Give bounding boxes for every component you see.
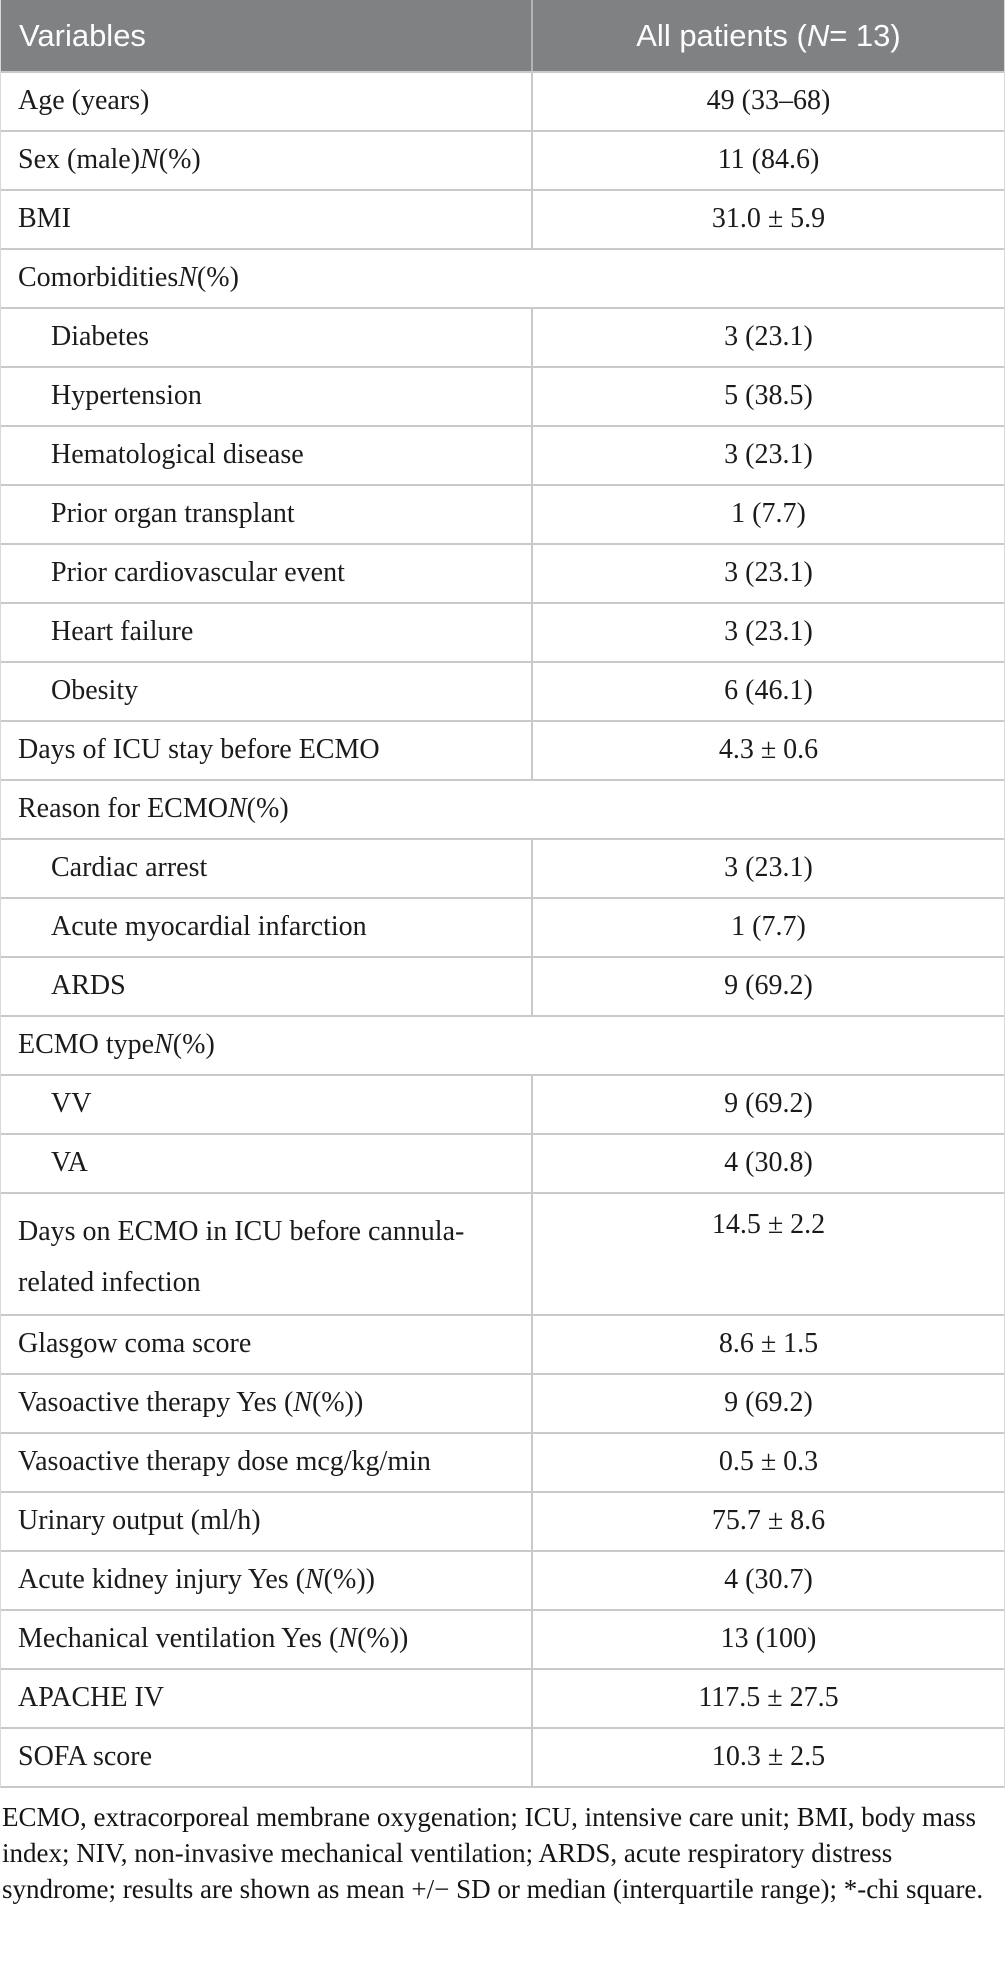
column-header-all-patients: All patients (N = 13) (531, 0, 1004, 71)
row-label: Days of ICU stay before ECMO (18, 734, 380, 766)
row-value: 3 (23.1) (531, 309, 1004, 366)
row-value: 1 (7.7) (531, 899, 1004, 956)
row-label: Diabetes (51, 321, 149, 353)
table-row: Cardiac arrest 3 (23.1) (1, 840, 1004, 899)
row-label: Prior organ transplant (51, 498, 295, 530)
table-row: Days on ECMO in ICU before cannula-relat… (1, 1194, 1004, 1316)
column-header-variables: Variables (19, 17, 146, 53)
table-row: SOFA score 10.3 ± 2.5 (1, 1729, 1004, 1788)
row-label: Acute myocardial infarction (51, 911, 367, 943)
row-label: Prior cardiovascular event (51, 557, 345, 589)
section-label: Comorbidities N (%) (18, 262, 239, 294)
row-label: Sex (male) N (%) (18, 144, 201, 176)
table-row: Vasoactive therapy Yes (N (%)) 9 (69.2) (1, 1375, 1004, 1434)
row-value: 9 (69.2) (531, 958, 1004, 1015)
table-row: Vasoactive therapy dose mcg/kg/min 0.5 ±… (1, 1434, 1004, 1493)
row-label: Hematological disease (51, 439, 304, 471)
table-header-row: Variables All patients (N = 13) (1, 0, 1004, 73)
table-row: BMI 31.0 ± 5.9 (1, 191, 1004, 250)
table-row: Sex (male) N (%) 11 (84.6) (1, 132, 1004, 191)
table: Variables All patients (N = 13) Age (yea… (0, 0, 1005, 1788)
row-value: 5 (38.5) (531, 368, 1004, 425)
table-row: Acute kidney injury Yes (N (%)) 4 (30.7) (1, 1552, 1004, 1611)
row-label: Age (years) (18, 85, 150, 117)
row-value: 11 (84.6) (531, 132, 1004, 189)
table-row: APACHE IV 117.5 ± 27.5 (1, 1670, 1004, 1729)
table-section-row: ECMO type N (%) (1, 1017, 1004, 1076)
row-label: SOFA score (18, 1741, 153, 1773)
row-label: APACHE IV (18, 1682, 164, 1714)
table-row: Glasgow coma score 8.6 ± 1.5 (1, 1316, 1004, 1375)
row-label: Mechanical ventilation Yes (N (%)) (18, 1623, 409, 1655)
row-value: 8.6 ± 1.5 (531, 1316, 1004, 1373)
row-value: 3 (23.1) (531, 604, 1004, 661)
row-value: 1 (7.7) (531, 486, 1004, 543)
table-row: Prior organ transplant 1 (7.7) (1, 486, 1004, 545)
row-value: 4 (30.7) (531, 1552, 1004, 1609)
row-value: 9 (69.2) (531, 1076, 1004, 1133)
row-label: Obesity (51, 675, 139, 707)
row-value: 14.5 ± 2.2 (531, 1194, 1004, 1314)
table-row: VV 9 (69.2) (1, 1076, 1004, 1135)
table-body: Age (years) 49 (33–68) Sex (male) N (%) … (1, 73, 1004, 1788)
row-label: VA (51, 1147, 88, 1179)
section-label: Reason for ECMO N (%) (18, 793, 289, 825)
table-section-row: Reason for ECMO N (%) (1, 781, 1004, 840)
table-row: VA 4 (30.8) (1, 1135, 1004, 1194)
table-row: Age (years) 49 (33–68) (1, 73, 1004, 132)
row-label: Glasgow coma score (18, 1328, 252, 1360)
table-row: Hematological disease 3 (23.1) (1, 427, 1004, 486)
row-label: Heart failure (51, 616, 194, 648)
row-label: Urinary output (ml/h) (18, 1505, 261, 1537)
row-value: 49 (33–68) (531, 73, 1004, 130)
row-value: 3 (23.1) (531, 840, 1004, 897)
row-label: VV (51, 1088, 92, 1120)
table-row: Heart failure 3 (23.1) (1, 604, 1004, 663)
table-row: Acute myocardial infarction 1 (7.7) (1, 899, 1004, 958)
row-value: 13 (100) (531, 1611, 1004, 1668)
table-row: Obesity 6 (46.1) (1, 663, 1004, 722)
row-label: Acute kidney injury Yes (N (%)) (18, 1564, 375, 1596)
row-label: Vasoactive therapy Yes (N (%)) (18, 1387, 364, 1419)
row-value: 3 (23.1) (531, 545, 1004, 602)
table-row: ARDS 9 (69.2) (1, 958, 1004, 1017)
row-value: 31.0 ± 5.9 (531, 191, 1004, 248)
row-value: 0.5 ± 0.3 (531, 1434, 1004, 1491)
row-value: 75.7 ± 8.6 (531, 1493, 1004, 1550)
table-row: Prior cardiovascular event 3 (23.1) (1, 545, 1004, 604)
section-label: ECMO type N (%) (18, 1029, 215, 1061)
row-value: 10.3 ± 2.5 (531, 1729, 1004, 1786)
row-value: 117.5 ± 27.5 (531, 1670, 1004, 1727)
table-footnote: ECMO, extracorporeal membrane oxygenatio… (2, 1802, 984, 1904)
row-value: 4 (30.8) (531, 1135, 1004, 1192)
row-value: 6 (46.1) (531, 663, 1004, 720)
table-row: Urinary output (ml/h) 75.7 ± 8.6 (1, 1493, 1004, 1552)
row-label: Cardiac arrest (51, 852, 208, 884)
table-row: Mechanical ventilation Yes (N (%)) 13 (1… (1, 1611, 1004, 1670)
row-label: ARDS (51, 970, 126, 1002)
row-label: Hypertension (51, 380, 202, 412)
table-row: Days of ICU stay before ECMO 4.3 ± 0.6 (1, 722, 1004, 781)
row-value: 3 (23.1) (531, 427, 1004, 484)
table-row: Diabetes 3 (23.1) (1, 309, 1004, 368)
row-label: Days on ECMO in ICU before cannula-relat… (18, 1216, 465, 1298)
table-section-row: Comorbidities N (%) (1, 250, 1004, 309)
row-label: BMI (18, 203, 71, 235)
row-value: 4.3 ± 0.6 (531, 722, 1004, 779)
row-value: 9 (69.2) (531, 1375, 1004, 1432)
patient-characteristics-table-figure: Variables All patients (N = 13) Age (yea… (0, 0, 1005, 1904)
row-label: Vasoactive therapy dose mcg/kg/min (18, 1446, 431, 1478)
table-row: Hypertension 5 (38.5) (1, 368, 1004, 427)
